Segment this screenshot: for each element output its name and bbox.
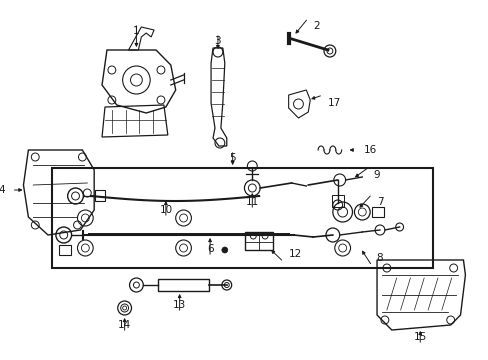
- Text: 13: 13: [173, 300, 186, 310]
- Text: 1: 1: [133, 26, 140, 36]
- Bar: [158, 279, 209, 291]
- Bar: [52, 168, 432, 268]
- Bar: [371, 207, 383, 217]
- Text: 9: 9: [373, 170, 380, 180]
- Text: 17: 17: [327, 98, 341, 108]
- Bar: [245, 232, 272, 250]
- Text: 7: 7: [376, 197, 383, 207]
- Text: 10: 10: [159, 205, 172, 215]
- Text: 5: 5: [229, 153, 236, 163]
- Text: 3: 3: [214, 36, 221, 46]
- Text: 2: 2: [312, 21, 319, 31]
- Text: 12: 12: [288, 249, 302, 259]
- Text: 11: 11: [245, 197, 259, 207]
- Text: 15: 15: [413, 332, 426, 342]
- Bar: [331, 195, 343, 207]
- Bar: [95, 190, 105, 201]
- Text: 8: 8: [376, 253, 383, 263]
- Circle shape: [222, 247, 227, 253]
- Text: 14: 14: [118, 320, 131, 330]
- Text: 4: 4: [0, 185, 5, 195]
- Text: 6: 6: [206, 244, 213, 254]
- Bar: [59, 245, 70, 255]
- Text: 16: 16: [363, 145, 376, 155]
